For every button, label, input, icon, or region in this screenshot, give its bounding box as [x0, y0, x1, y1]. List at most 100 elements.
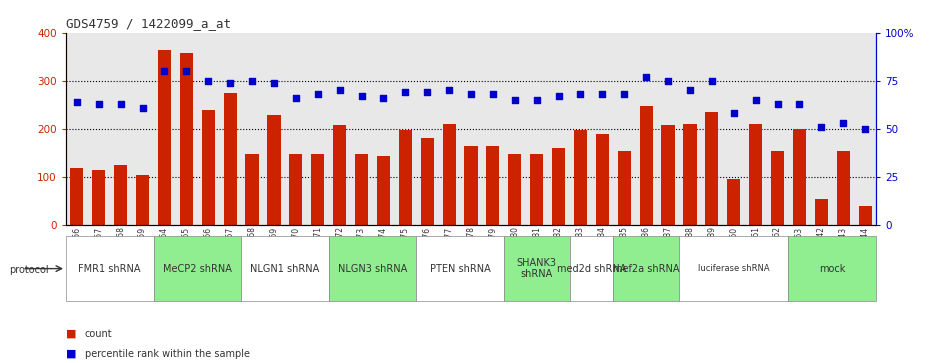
- Text: protocol: protocol: [9, 265, 49, 276]
- Bar: [858, 206, 871, 225]
- Point: [529, 97, 544, 103]
- Bar: [727, 179, 740, 225]
- Bar: [836, 151, 850, 225]
- Bar: [311, 154, 324, 225]
- Bar: [574, 130, 587, 225]
- Bar: [509, 154, 521, 225]
- Text: med2d shRNA: med2d shRNA: [557, 264, 626, 274]
- Bar: [421, 139, 433, 225]
- Bar: [333, 126, 347, 225]
- Bar: [223, 93, 236, 225]
- Bar: [443, 124, 456, 225]
- Point: [201, 78, 216, 84]
- FancyBboxPatch shape: [66, 236, 154, 301]
- FancyBboxPatch shape: [329, 236, 416, 301]
- Point: [222, 80, 237, 86]
- Bar: [661, 126, 674, 225]
- Point: [376, 95, 391, 101]
- Bar: [595, 134, 609, 225]
- Point: [507, 97, 522, 103]
- Point: [836, 120, 851, 126]
- Point: [398, 89, 413, 95]
- Point: [179, 68, 194, 74]
- Point: [639, 74, 654, 80]
- Text: percentile rank within the sample: percentile rank within the sample: [85, 349, 250, 359]
- Bar: [202, 110, 215, 225]
- Text: SHANK3
shRNA: SHANK3 shRNA: [516, 258, 557, 280]
- Bar: [158, 49, 171, 225]
- Bar: [530, 154, 544, 225]
- Bar: [71, 168, 84, 225]
- Point: [726, 111, 741, 117]
- Point: [420, 89, 435, 95]
- Bar: [398, 130, 412, 225]
- Text: luciferase shRNA: luciferase shRNA: [698, 264, 770, 273]
- Text: mock: mock: [820, 264, 846, 274]
- Point: [617, 91, 632, 97]
- Point: [91, 101, 106, 107]
- Point: [463, 91, 479, 97]
- Text: count: count: [85, 329, 112, 339]
- Point: [267, 80, 282, 86]
- Text: MeCP2 shRNA: MeCP2 shRNA: [163, 264, 232, 274]
- Point: [135, 105, 150, 111]
- Point: [288, 95, 303, 101]
- FancyBboxPatch shape: [613, 236, 679, 301]
- Point: [551, 93, 566, 99]
- FancyBboxPatch shape: [241, 236, 329, 301]
- Bar: [815, 199, 828, 225]
- Bar: [377, 156, 390, 225]
- Bar: [486, 146, 499, 225]
- Bar: [246, 154, 259, 225]
- FancyBboxPatch shape: [679, 236, 788, 301]
- Bar: [464, 146, 478, 225]
- Point: [594, 91, 609, 97]
- Bar: [640, 106, 653, 225]
- Point: [660, 78, 675, 84]
- FancyBboxPatch shape: [416, 236, 504, 301]
- Point: [70, 99, 85, 105]
- Point: [792, 101, 807, 107]
- Text: GDS4759 / 1422099_a_at: GDS4759 / 1422099_a_at: [66, 17, 231, 30]
- Point: [485, 91, 500, 97]
- Point: [245, 78, 260, 84]
- Point: [113, 101, 128, 107]
- Bar: [749, 124, 762, 225]
- Text: PTEN shRNA: PTEN shRNA: [430, 264, 491, 274]
- Text: NLGN1 shRNA: NLGN1 shRNA: [251, 264, 319, 274]
- Point: [748, 97, 763, 103]
- Text: mef2a shRNA: mef2a shRNA: [613, 264, 679, 274]
- Bar: [552, 148, 565, 225]
- Text: FMR1 shRNA: FMR1 shRNA: [78, 264, 141, 274]
- Bar: [92, 170, 106, 225]
- Bar: [683, 124, 696, 225]
- Bar: [355, 154, 368, 225]
- Point: [157, 68, 172, 74]
- FancyBboxPatch shape: [788, 236, 876, 301]
- Point: [354, 93, 369, 99]
- Bar: [114, 165, 127, 225]
- Text: NLGN3 shRNA: NLGN3 shRNA: [338, 264, 407, 274]
- Bar: [180, 53, 193, 225]
- Point: [333, 87, 348, 93]
- Point: [857, 126, 872, 132]
- Point: [573, 91, 588, 97]
- Bar: [618, 151, 631, 225]
- Point: [705, 78, 720, 84]
- Bar: [289, 154, 302, 225]
- FancyBboxPatch shape: [570, 236, 613, 301]
- Point: [310, 91, 325, 97]
- FancyBboxPatch shape: [504, 236, 570, 301]
- FancyBboxPatch shape: [154, 236, 241, 301]
- Bar: [268, 115, 281, 225]
- Bar: [706, 112, 719, 225]
- Point: [814, 124, 829, 130]
- Point: [442, 87, 457, 93]
- Bar: [793, 129, 806, 225]
- Point: [770, 101, 785, 107]
- Point: [682, 87, 697, 93]
- Bar: [771, 151, 784, 225]
- Text: ■: ■: [66, 349, 76, 359]
- Bar: [136, 175, 149, 225]
- Text: ■: ■: [66, 329, 76, 339]
